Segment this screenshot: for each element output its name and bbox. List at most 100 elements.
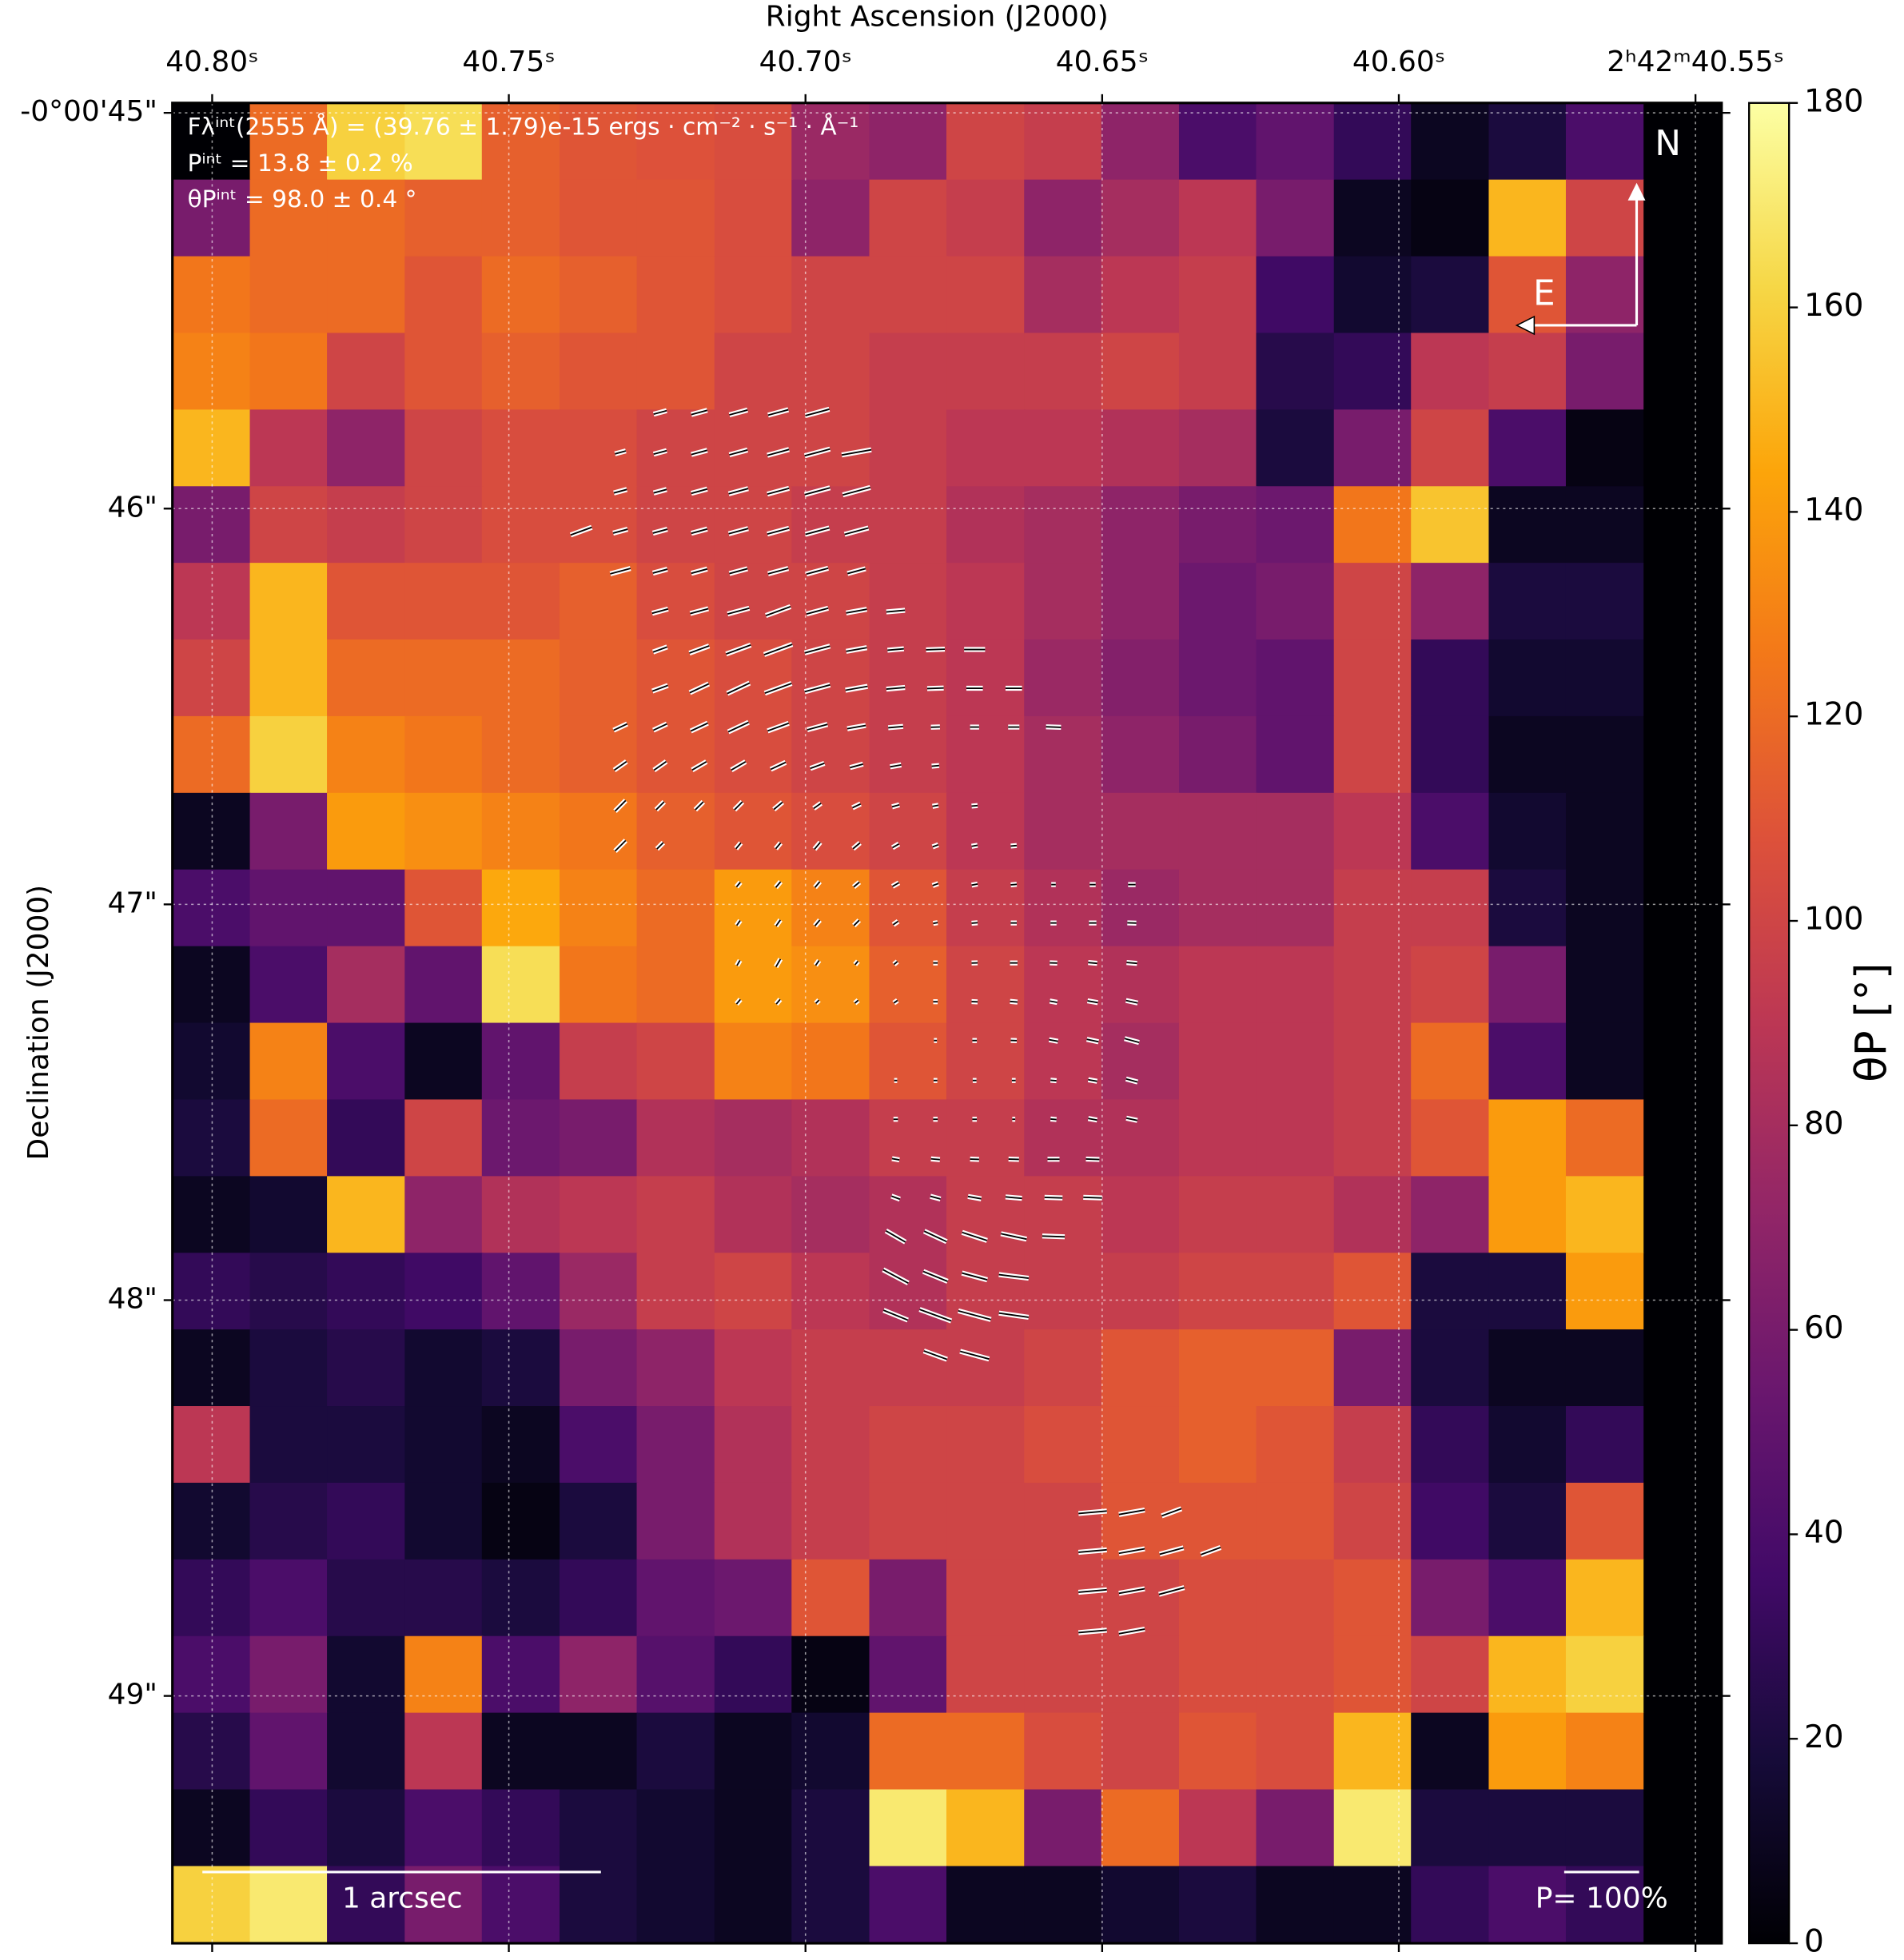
heatmap-cell bbox=[1101, 409, 1180, 488]
polarization-vector-core bbox=[1010, 883, 1018, 886]
polarization-vector-core bbox=[734, 801, 743, 811]
heatmap-cell bbox=[1256, 715, 1335, 794]
polarization-vector-core bbox=[690, 608, 709, 615]
heatmap-cell bbox=[1488, 1406, 1567, 1484]
heatmap-cell bbox=[1101, 1099, 1180, 1177]
heatmap-cell bbox=[1024, 1022, 1103, 1101]
heatmap-cell bbox=[481, 179, 560, 257]
heatmap-cell bbox=[172, 1559, 251, 1637]
polarization-vector-core bbox=[773, 801, 783, 811]
heatmap-cell bbox=[636, 1482, 715, 1560]
polarization-vector-core bbox=[610, 568, 631, 575]
heatmap-cell bbox=[1256, 1022, 1335, 1101]
polarization-vector-core bbox=[653, 449, 667, 456]
heatmap-cell bbox=[481, 1022, 560, 1101]
polarization-vector-core bbox=[614, 839, 627, 852]
heatmap-cell bbox=[1411, 1253, 1490, 1331]
heatmap-cell bbox=[714, 409, 793, 488]
heatmap-cell bbox=[560, 1176, 639, 1254]
polarization-vector-core bbox=[1158, 1587, 1185, 1595]
heatmap-cell bbox=[249, 1635, 329, 1714]
heatmap-cell bbox=[404, 1022, 484, 1101]
polarization-vector-core bbox=[888, 725, 903, 729]
heatmap-cell bbox=[1256, 946, 1335, 1024]
heatmap-cell bbox=[172, 1635, 251, 1714]
heatmap-cell bbox=[1101, 1712, 1180, 1791]
heatmap-cell bbox=[714, 946, 793, 1024]
heatmap-cell bbox=[1333, 1482, 1412, 1560]
heatmap-cell bbox=[1178, 409, 1258, 488]
polarization-vector-core bbox=[651, 608, 669, 615]
polarization-vector-core bbox=[998, 1312, 1029, 1318]
polarization-vector-core bbox=[933, 922, 938, 925]
heatmap-cell bbox=[1488, 333, 1567, 411]
polarization-vector-core bbox=[845, 685, 868, 691]
heatmap-cell bbox=[636, 715, 715, 794]
heatmap-cell bbox=[560, 1099, 639, 1177]
heatmap-cell bbox=[1178, 639, 1258, 717]
heatmap-cell bbox=[560, 946, 639, 1024]
heatmap-cell bbox=[791, 1482, 870, 1560]
heatmap-cell bbox=[946, 946, 1026, 1024]
heatmap-cell bbox=[249, 1482, 329, 1560]
polarization-vector-core bbox=[656, 842, 664, 850]
heatmap-cell bbox=[1024, 1482, 1103, 1560]
polarization-vector-core bbox=[959, 1350, 990, 1360]
heatmap-cell bbox=[481, 1176, 560, 1254]
polarization-vector-core bbox=[890, 1195, 901, 1201]
heatmap-cell bbox=[1024, 639, 1103, 717]
heatmap-cell bbox=[172, 869, 251, 947]
polarization-vector-core bbox=[891, 1157, 900, 1161]
heatmap-cell bbox=[869, 1406, 948, 1484]
heatmap-cell bbox=[404, 1482, 484, 1560]
heatmap-cell bbox=[946, 639, 1026, 717]
heatmap-cell bbox=[172, 1176, 251, 1254]
heatmap-cell bbox=[869, 563, 948, 640]
heatmap-cell bbox=[946, 256, 1026, 334]
heatmap-cell bbox=[249, 256, 329, 334]
heatmap-cell bbox=[404, 179, 484, 257]
heatmap-cell bbox=[1488, 1099, 1567, 1177]
polarization-vector-core bbox=[731, 761, 747, 771]
heatmap-cell bbox=[1411, 563, 1490, 640]
heatmap-cell bbox=[1101, 869, 1180, 947]
heatmap-cell bbox=[1333, 179, 1412, 257]
heatmap-cell bbox=[172, 563, 251, 640]
heatmap-cell bbox=[1333, 409, 1412, 488]
heatmap-cell bbox=[1101, 486, 1180, 564]
heatmap-cell bbox=[869, 1022, 948, 1101]
heatmap-cell bbox=[172, 792, 251, 870]
heatmap-cell bbox=[172, 333, 251, 411]
heatmap-cell bbox=[714, 256, 793, 334]
heatmap-cell bbox=[1643, 563, 1723, 640]
heatmap-cell bbox=[327, 1712, 406, 1791]
heatmap-cell bbox=[1411, 715, 1490, 794]
heatmap-cell bbox=[1333, 1329, 1412, 1407]
heatmap-cell bbox=[714, 1482, 793, 1560]
heatmap-cell bbox=[327, 563, 406, 640]
polarization-vector-core bbox=[735, 998, 741, 1005]
heatmap-cell bbox=[1411, 869, 1490, 947]
heatmap-cell bbox=[1488, 1022, 1567, 1101]
heatmap-cell bbox=[481, 1789, 560, 1867]
heatmap-cell bbox=[1411, 1022, 1490, 1101]
polarization-vector-core bbox=[1010, 844, 1018, 847]
heatmap-cell bbox=[1178, 792, 1258, 870]
polarization-vector-core bbox=[775, 842, 782, 850]
heatmap-cell bbox=[636, 563, 715, 640]
polarization-vector-core bbox=[926, 648, 946, 651]
heatmap-cell bbox=[1178, 946, 1258, 1024]
heatmap-cell bbox=[404, 486, 484, 564]
heatmap-cell bbox=[560, 1712, 639, 1791]
heatmap-cell bbox=[327, 946, 406, 1024]
heatmap-cell bbox=[946, 1099, 1026, 1177]
polarization-vector-core bbox=[1078, 1629, 1107, 1634]
heatmap-cell bbox=[1411, 1712, 1490, 1791]
polarization-vector-core bbox=[1161, 1508, 1182, 1517]
heatmap-cell bbox=[404, 1712, 484, 1791]
heatmap-cell bbox=[404, 256, 484, 334]
heatmap-cell bbox=[1256, 1406, 1335, 1484]
heatmap-cell bbox=[1488, 946, 1567, 1024]
heatmap-cell bbox=[791, 333, 870, 411]
heatmap-cell bbox=[1024, 256, 1103, 334]
